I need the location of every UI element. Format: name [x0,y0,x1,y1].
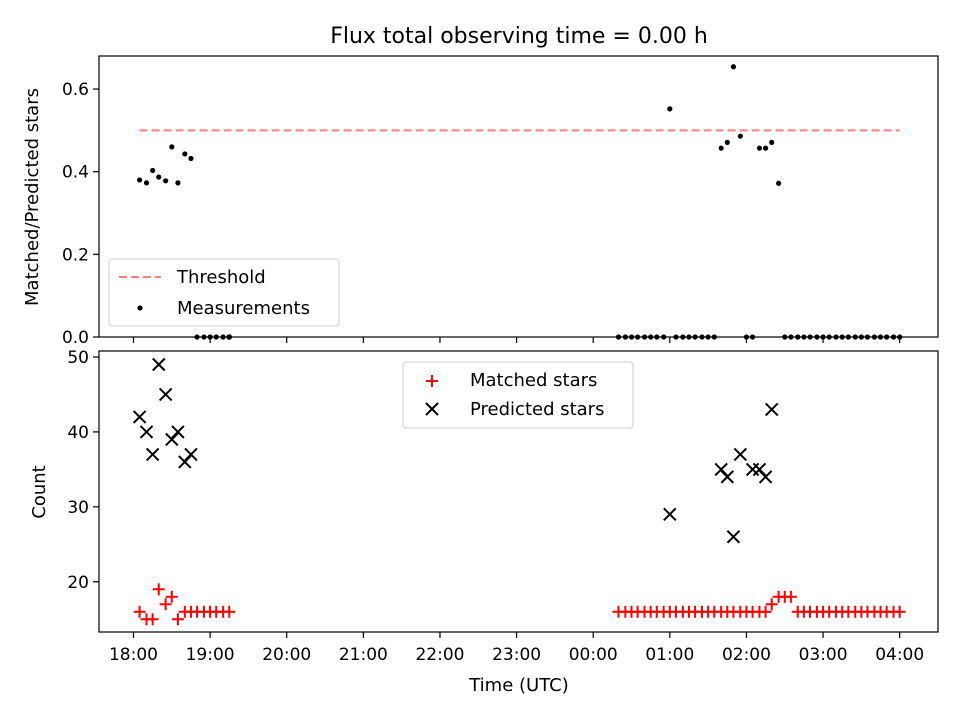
measurement-point [756,145,763,151]
x-tick-label: 18:00 [109,645,158,665]
ratio-axes-frame [98,55,939,338]
measurement-point [769,139,775,145]
measurement-point [724,139,730,145]
measurement-point [163,178,169,184]
measurement-point [169,144,175,150]
matched-point [159,598,172,611]
count-y-tick-label: 50 [67,348,89,368]
measurement-point [156,174,162,180]
legend-measurements-swatch [137,305,143,311]
predicted-point [733,447,748,462]
count-legend: Matched stars Predicted stars [402,361,634,429]
measurement-point [667,106,673,112]
ratio-y-tick-label: 0.0 [62,328,89,348]
predicted-point [726,530,741,544]
matched-point [759,605,772,618]
ratio-y-tick-label: 0.6 [62,80,89,100]
x-tick-label: 21:00 [339,645,388,665]
count-x-ticks: 18:00 19:00 20:00 21:00 22:00 23:00 00:00 01:00… [109,632,924,665]
predicted-point [758,470,773,484]
predicted-point [171,425,185,439]
count-y-axis-label: Count [29,465,50,518]
count-axes-frame [98,350,939,633]
matched-point [165,590,178,603]
legend-matched-label: Matched stars [470,370,597,391]
measurement-point [763,145,769,151]
x-tick-label: 23:00 [492,645,541,665]
measurement-point [776,180,782,186]
measurement-point [718,145,724,151]
predicted-point [765,402,779,417]
predicted-point [184,447,198,462]
ratio-y-ticks: 0.0 0.2 0.4 0.6 [62,80,99,348]
matched-point [223,605,236,618]
measurement-point [150,167,156,174]
measurement-point [175,180,181,186]
ratio-x-ticks [132,337,901,343]
count-y-tick-label: 30 [67,498,89,518]
legend-predicted-label: Predicted stars [470,399,604,420]
count-plot-area [132,357,906,626]
measurement-point [182,151,188,157]
x-tick-label: 00:00 [569,645,618,665]
matched-point [146,613,159,626]
measurement-point [137,177,143,183]
x-tick-label: 03:00 [799,645,848,665]
x-tick-label: 04:00 [875,645,924,665]
chart-title: Flux total observing time = 0.00 h [330,24,708,49]
ratio-legend: Threshold Measurements [108,258,340,327]
x-tick-label: 02:00 [722,645,771,665]
predicted-point [139,425,154,439]
count-panel: 20 30 40 50 18:00 19:00 20:00 21:00 22:00 23:00 0… [29,348,939,696]
ratio-panel: 0.0 0.2 0.4 0.6 Matched/Predicted stars Thr… [22,55,939,348]
count-y-tick-label: 40 [67,423,89,443]
predicted-point [663,507,677,522]
measurement-point [188,155,194,162]
x-axis-label: Time (UTC) [468,675,569,696]
predicted-point [158,387,173,402]
x-tick-label: 20:00 [262,645,311,665]
ratio-y-axis-label: Matched/Predicted stars [22,88,43,306]
ratio-y-tick-label: 0.2 [62,245,89,265]
matched-point [171,613,184,626]
count-y-tick-label: 20 [67,573,89,593]
legend-threshold-label: Threshold [176,267,266,288]
matched-point [893,605,906,618]
legend-measurements-label: Measurements [177,298,310,319]
predicted-point [720,470,734,484]
matched-point [133,605,146,618]
predicted-point [132,410,147,424]
matched-point [765,598,778,611]
predicted-point [145,447,160,462]
measurement-point [730,64,737,70]
matched-point [152,583,165,596]
measurement-point [143,180,150,186]
x-tick-label: 01:00 [645,645,694,665]
ratio-y-tick-label: 0.4 [62,163,89,183]
predicted-point [152,357,166,372]
x-tick-label: 19:00 [186,645,235,665]
legend-matched-swatch [426,375,438,387]
x-tick-label: 22:00 [415,645,464,665]
measurement-point [737,133,743,139]
matched-point [784,590,797,603]
count-y-ticks: 20 30 40 50 [67,348,99,593]
legend-predicted-swatch [425,402,439,416]
